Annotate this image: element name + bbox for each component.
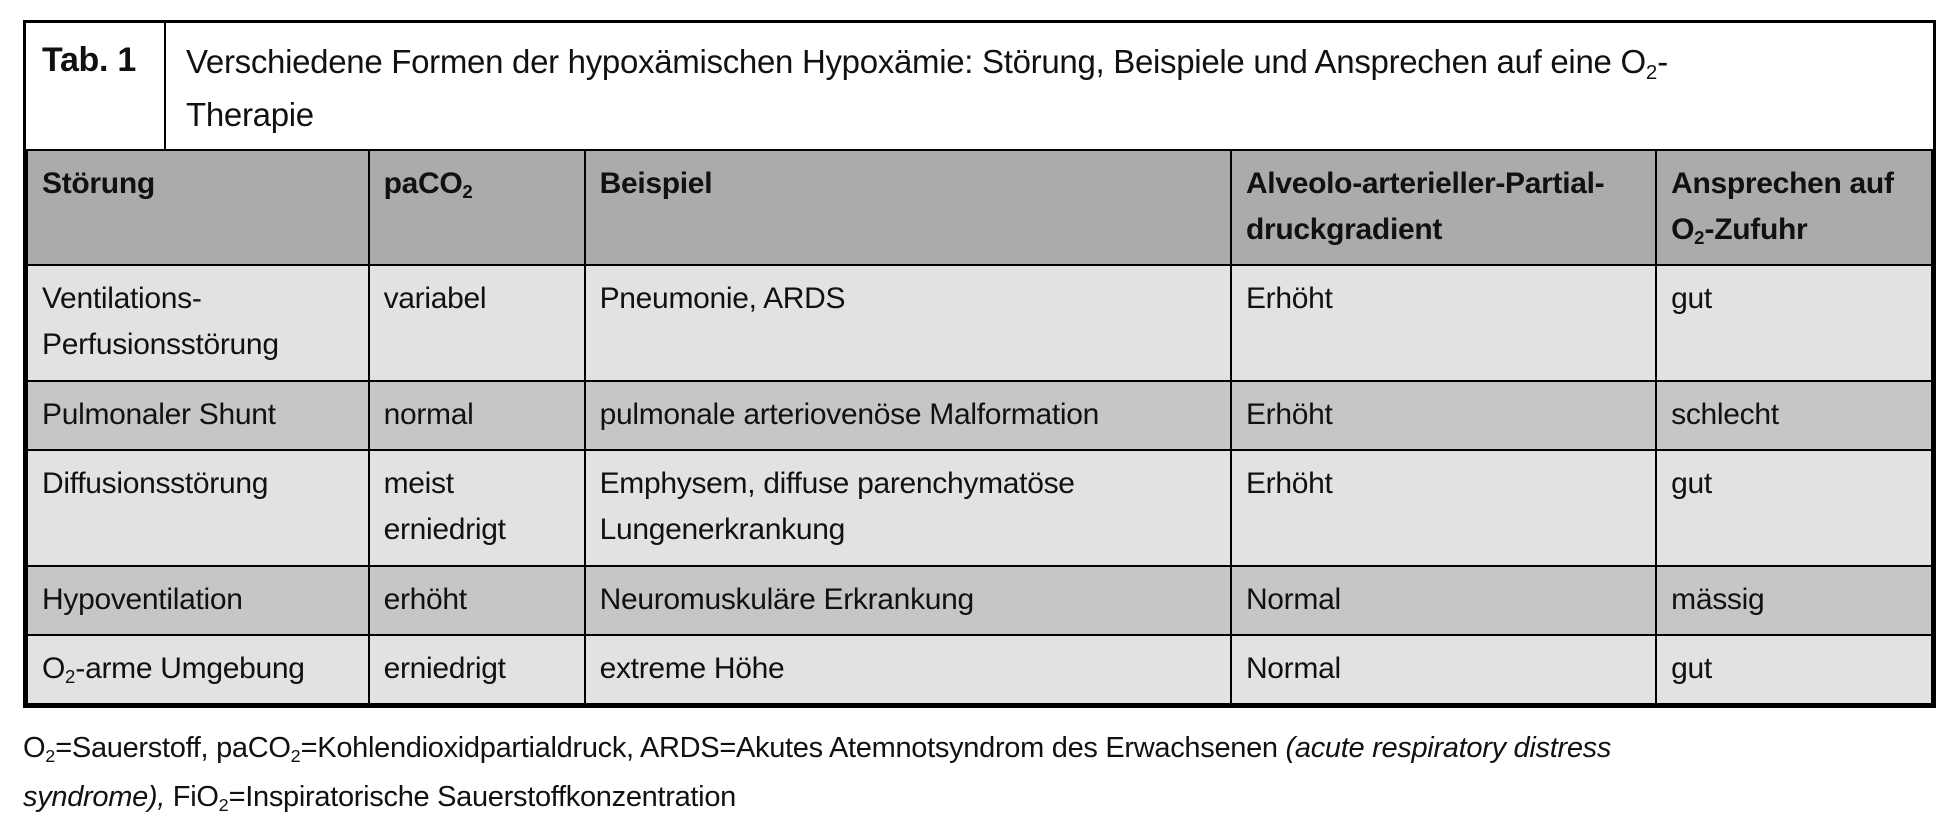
cell-beispiel: extreme Höhe (583, 634, 1232, 705)
title-text-run: Verschiedene Formen der hypoxämischen Hy… (186, 43, 1646, 80)
cell-stoerung: O2-arme Umgebung (26, 634, 370, 705)
cell-stoerung: Diffusionsstörung (26, 449, 370, 567)
title-text-run: - (1657, 43, 1668, 80)
cell-ansprechen: gut (1655, 449, 1933, 567)
table-header: Störung paCO2 Beispiel Alveolo-arteriell… (26, 149, 1933, 266)
header-label: Beispiel (599, 167, 713, 200)
table-row: Hypoventilation erhöht Neuromuskuläre Er… (26, 565, 1933, 636)
table-title: Verschiedene Formen der hypoxämischen Hy… (166, 23, 1933, 149)
cell-paco2: meist erniedrigt (367, 449, 586, 567)
col-header-gradient: Alveolo-arterieller-Partial- druckgradie… (1229, 149, 1658, 266)
footnote-run: =Kohlendioxidpartialdruck, ARDS=Akutes A… (300, 732, 1286, 764)
table-row: Pulmonaler Shunt normal pulmonale arteri… (26, 380, 1933, 451)
subscript: 2 (290, 746, 301, 767)
subscript: 2 (462, 181, 473, 203)
cell-stoerung: Ventilations-Perfusionsstörung (26, 264, 370, 382)
hypoxemia-table: Störung paCO2 Beispiel Alveolo-arteriell… (26, 149, 1933, 705)
cell-stoerung: Hypoventilation (26, 565, 370, 636)
subscript: 2 (45, 746, 56, 767)
cell-ansprechen: mässig (1655, 565, 1933, 636)
table-row: Ventilations-Perfusionsstörung variabel … (26, 264, 1933, 382)
table-number-label: Tab. 1 (26, 23, 166, 149)
col-header-stoerung: Störung (26, 149, 370, 266)
cell-ansprechen: gut (1655, 634, 1933, 705)
col-header-paco2: paCO2 (367, 149, 586, 266)
cell-gradient: Erhöht (1229, 449, 1658, 567)
cell-gradient: Erhöht (1229, 264, 1658, 382)
header-label: O (1671, 213, 1695, 246)
cell-text-run: -arme Umgebung (75, 652, 305, 685)
header-label-line: Alveolo-arterieller-Partial- (1245, 167, 1605, 200)
cell-ansprechen: schlecht (1655, 380, 1933, 451)
table-row: O2-arme Umgebung erniedrigt extreme Höhe… (26, 634, 1933, 705)
cell-beispiel: Pneumonie, ARDS (583, 264, 1232, 382)
table-title-block: Tab. 1 Verschiedene Formen der hypoxämis… (26, 23, 1933, 149)
table-body: Ventilations-Perfusionsstörung variabel … (26, 264, 1933, 705)
footnote-italic-run: syndrome), (23, 781, 166, 813)
table-row: Diffusionsstörung meist erniedrigt Emphy… (26, 449, 1933, 567)
table-frame: Tab. 1 Verschiedene Formen der hypoxämis… (23, 20, 1936, 708)
subscript: 2 (1694, 227, 1705, 249)
cell-beispiel: Emphysem, diffuse parenchymatöse Lungene… (583, 449, 1232, 567)
header-label-line: druckgradient (1245, 213, 1443, 246)
cell-gradient: Normal (1229, 634, 1658, 705)
subscript: 2 (218, 795, 229, 816)
header-label-line: O2-Zufuhr (1671, 207, 1919, 256)
header-label: paCO (383, 167, 463, 200)
cell-beispiel: pulmonale arteriovenöse Malformation (583, 380, 1232, 451)
cell-beispiel: Neuromuskuläre Erkrankung (583, 565, 1232, 636)
cell-paco2: normal (367, 380, 586, 451)
header-label: Störung (42, 167, 155, 200)
cell-paco2: erniedrigt (367, 634, 586, 705)
cell-gradient: Erhöht (1229, 380, 1658, 451)
footnote-run: =Inspiratorische Sauerstoffkonzentration (228, 781, 737, 813)
subscript: 2 (65, 666, 76, 688)
header-label-line: Ansprechen auf (1671, 167, 1894, 200)
footnote-run: =Sauerstoff, paCO (55, 732, 291, 764)
header-row: Störung paCO2 Beispiel Alveolo-arteriell… (26, 149, 1933, 266)
footnote-run: O (23, 732, 46, 764)
footnote-run: FiO (165, 781, 219, 813)
cell-gradient: Normal (1229, 565, 1658, 636)
footnote-italic-run: (acute respiratory distress (1285, 732, 1612, 764)
cell-text-run: O (42, 652, 66, 685)
header-label: -Zufuhr (1704, 213, 1808, 246)
cell-ansprechen: gut (1655, 264, 1933, 382)
cell-stoerung: Pulmonaler Shunt (26, 380, 370, 451)
col-header-ansprechen: Ansprechen auf O2-Zufuhr (1655, 149, 1933, 266)
cell-paco2: variabel (367, 264, 586, 382)
table-footnote: O2=Sauerstoff, paCO2=Kohlendioxidpartial… (23, 725, 1936, 816)
title-text-run: Therapie (186, 96, 314, 133)
subscript: 2 (1645, 60, 1658, 84)
cell-paco2: erhöht (367, 565, 586, 636)
col-header-beispiel: Beispiel (583, 149, 1232, 266)
